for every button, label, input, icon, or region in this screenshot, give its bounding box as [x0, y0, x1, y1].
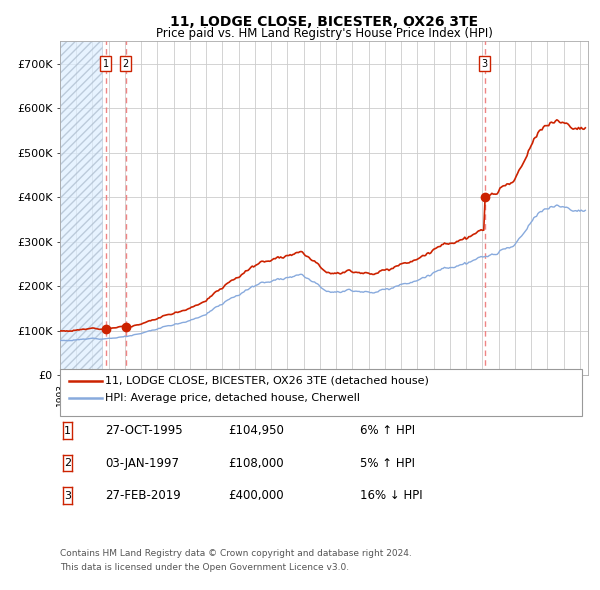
Text: £104,950: £104,950	[228, 424, 284, 437]
Text: Price paid vs. HM Land Registry's House Price Index (HPI): Price paid vs. HM Land Registry's House …	[155, 27, 493, 40]
Text: 16% ↓ HPI: 16% ↓ HPI	[360, 489, 422, 502]
Text: 2: 2	[64, 458, 71, 468]
Text: 11, LODGE CLOSE, BICESTER, OX26 3TE (detached house): 11, LODGE CLOSE, BICESTER, OX26 3TE (det…	[105, 376, 429, 385]
Text: 3: 3	[64, 491, 71, 500]
Text: £108,000: £108,000	[228, 457, 284, 470]
Text: 27-FEB-2019: 27-FEB-2019	[105, 489, 181, 502]
Text: 5% ↑ HPI: 5% ↑ HPI	[360, 457, 415, 470]
Text: 1: 1	[103, 58, 109, 68]
Text: 11, LODGE CLOSE, BICESTER, OX26 3TE: 11, LODGE CLOSE, BICESTER, OX26 3TE	[170, 15, 478, 29]
Text: 6% ↑ HPI: 6% ↑ HPI	[360, 424, 415, 437]
Bar	[60, 41, 102, 375]
Text: 2: 2	[122, 58, 129, 68]
Text: £400,000: £400,000	[228, 489, 284, 502]
Text: 27-OCT-1995: 27-OCT-1995	[105, 424, 182, 437]
Text: HPI: Average price, detached house, Cherwell: HPI: Average price, detached house, Cher…	[105, 394, 360, 403]
Text: Contains HM Land Registry data © Crown copyright and database right 2024.: Contains HM Land Registry data © Crown c…	[60, 549, 412, 558]
Text: 1: 1	[64, 426, 71, 435]
Text: 03-JAN-1997: 03-JAN-1997	[105, 457, 179, 470]
Text: This data is licensed under the Open Government Licence v3.0.: This data is licensed under the Open Gov…	[60, 563, 349, 572]
Text: 3: 3	[482, 58, 488, 68]
